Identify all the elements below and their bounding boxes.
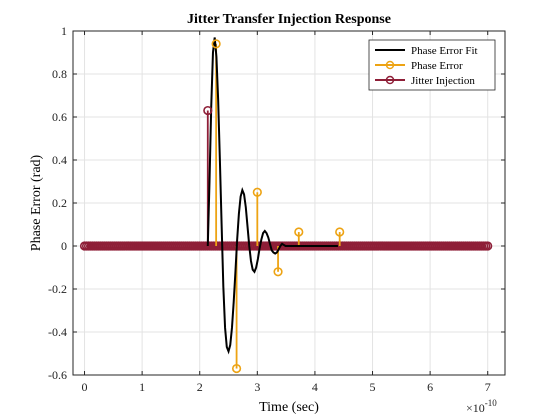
phase-error-marker: [273, 267, 283, 277]
tick-labels: 0 1 2 3 4 5 6 7 -0.6 -0.4 -0.2 0 0.2 0.4 0.6 0.8 1: [48, 24, 491, 394]
x-exponent-base: ×10: [466, 401, 485, 415]
y-tick-label: -0.6: [48, 368, 67, 382]
y-tick-label: -0.4: [48, 325, 67, 339]
x-tick-label: 7: [485, 380, 491, 394]
phase-error-marker: [294, 227, 304, 237]
y-tick-label: -0.2: [48, 282, 67, 296]
phase-error-fit-line: [206, 37, 338, 355]
y-axis-label: Phase Error (rad): [29, 154, 44, 251]
x-tick-label: 1: [139, 380, 145, 394]
jitter-injection-marker: [203, 105, 213, 116]
x-axis-label: Time (sec): [259, 400, 319, 415]
phase-error-marker: [252, 187, 262, 197]
y-tick-label: 0.4: [52, 153, 67, 167]
axes-box: [72, 30, 506, 376]
x-exponent-label: ×10-10: [466, 398, 497, 415]
series-layer: [203, 37, 345, 374]
y-tick-label: 1: [61, 24, 67, 38]
axes: [72, 30, 506, 376]
legend-entry-jitter-injection-label: Jitter Injection: [411, 75, 475, 87]
y-tick-label: 0.8: [52, 67, 67, 81]
legend-entry-phase-error-marker: [385, 60, 395, 70]
y-tick-label: 0: [61, 239, 67, 253]
legend-entry-phase-error-label: Phase Error: [411, 60, 463, 72]
x-tick-label: 4: [312, 380, 318, 394]
x-tick-label: 0: [82, 380, 88, 394]
x-tick-label: 2: [197, 380, 203, 394]
phase-error-marker: [231, 363, 242, 374]
legend: Phase Error Fit Phase Error Jitter Injecti…: [368, 39, 496, 91]
jitter-zero-marker: [483, 241, 493, 251]
y-tick-label: 0.6: [52, 110, 67, 124]
x-tick-label: 3: [254, 380, 260, 394]
legend-entry-phase-error-fit-label: Phase Error Fit: [411, 45, 478, 57]
legend-entry-jitter-injection-marker: [385, 75, 395, 85]
phase-error-marker: [211, 39, 221, 49]
phase-error-marker: [335, 227, 345, 237]
y-tick-label: 0.2: [52, 196, 67, 210]
x-exponent-power: -10: [485, 398, 497, 408]
x-tick-label: 6: [427, 380, 433, 394]
x-tick-label: 5: [370, 380, 376, 394]
chart-title: Jitter Transfer Injection Response: [187, 12, 391, 27]
